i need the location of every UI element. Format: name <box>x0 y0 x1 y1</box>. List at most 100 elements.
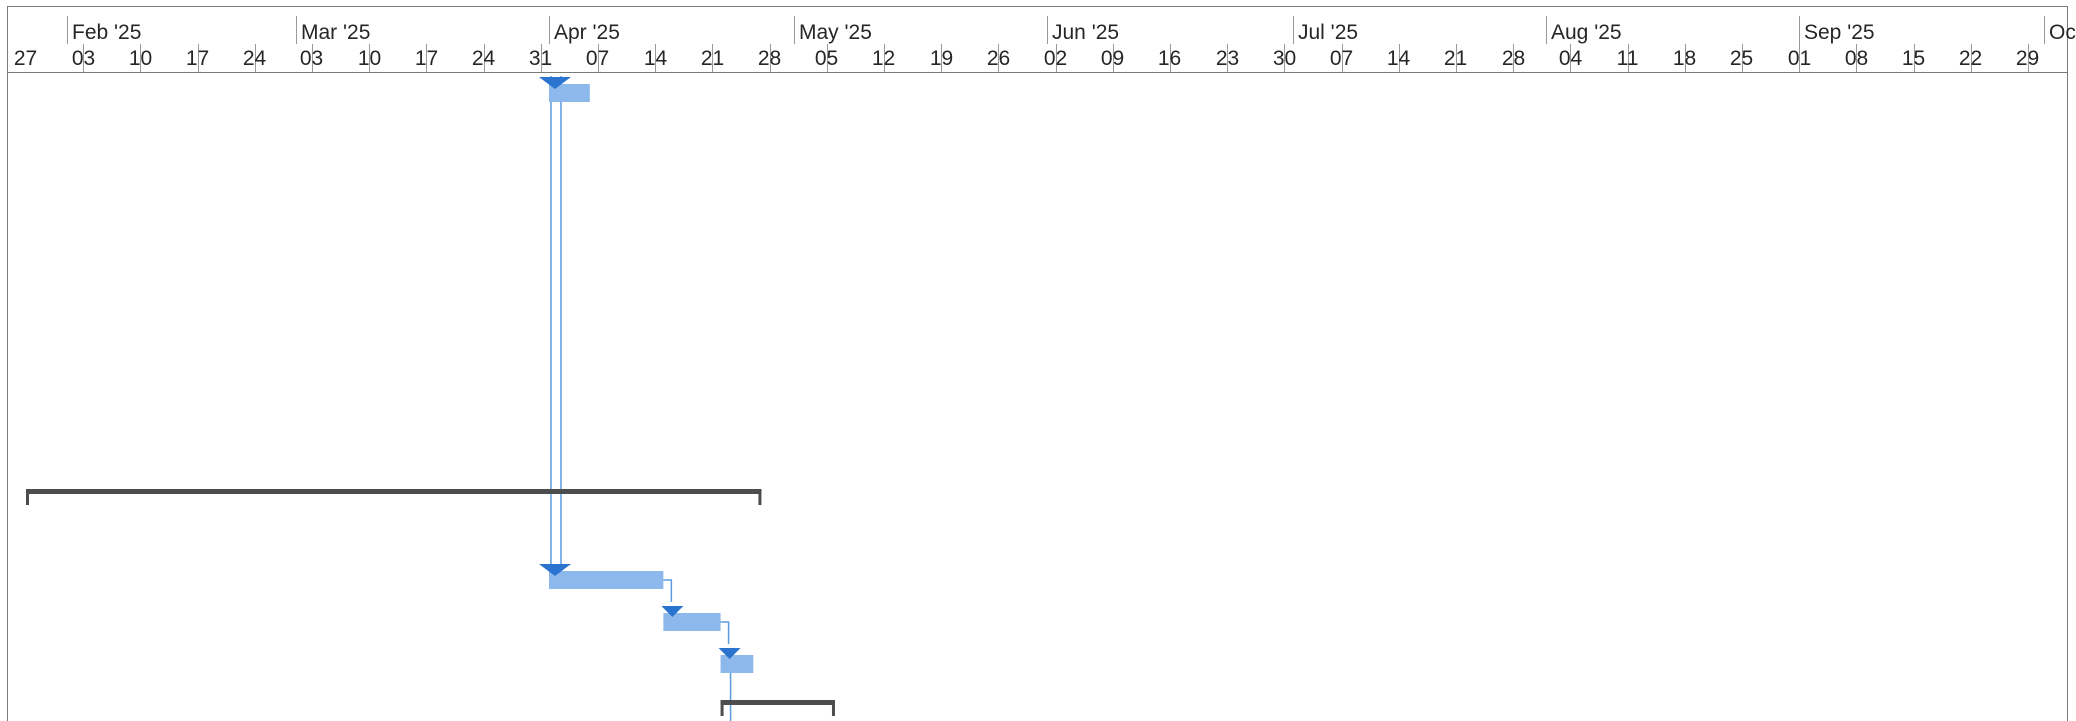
week-divider <box>1456 44 1457 72</box>
week-label: 14 <box>643 47 668 70</box>
summary-bar-start-cap <box>720 700 724 716</box>
week-label: 09 <box>1100 47 1125 70</box>
week-label: 28 <box>757 47 782 70</box>
week-divider <box>1628 44 1629 72</box>
week-label: 24 <box>471 47 496 70</box>
week-label: 25 <box>1729 47 1754 70</box>
week-divider <box>1799 44 1800 72</box>
week-label: 12 <box>871 47 896 70</box>
week-divider <box>426 44 427 72</box>
month-label: Sep '25 <box>1804 21 1875 44</box>
summary-bar-end-cap <box>758 489 762 505</box>
week-divider <box>140 44 141 72</box>
month-divider <box>1293 16 1294 44</box>
month-label: Oct <box>2049 21 2076 44</box>
week-divider <box>655 44 656 72</box>
week-divider <box>1856 44 1857 72</box>
week-divider <box>827 44 828 72</box>
week-divider <box>541 44 542 72</box>
week-label: 14 <box>1386 47 1411 70</box>
month-divider <box>1546 16 1547 44</box>
week-label: 30 <box>1272 47 1297 70</box>
week-divider <box>712 44 713 72</box>
week-divider <box>1113 44 1114 72</box>
week-divider <box>1056 44 1057 72</box>
month-divider <box>794 16 795 44</box>
week-label: 16 <box>1157 47 1182 70</box>
dependency-arrow-marker <box>718 648 741 659</box>
week-label: 18 <box>1672 47 1697 70</box>
week-divider <box>484 44 485 72</box>
week-label: 27 <box>13 47 38 70</box>
week-divider <box>1570 44 1571 72</box>
month-divider <box>296 16 297 44</box>
week-label: 29 <box>2015 47 2040 70</box>
dependency-link-line <box>720 621 730 644</box>
week-label: 11 <box>1616 47 1639 70</box>
week-label: 15 <box>1901 47 1926 70</box>
week-label: 08 <box>1844 47 1869 70</box>
summary-bar-end-cap <box>831 700 835 716</box>
week-divider <box>941 44 942 72</box>
summary-bar <box>26 489 762 494</box>
week-label: 19 <box>929 47 954 70</box>
week-divider <box>83 44 84 72</box>
week-label: 26 <box>986 47 1011 70</box>
week-label: 01 <box>1787 47 1812 70</box>
week-label: 28 <box>1501 47 1526 70</box>
summary-bar-start-cap <box>26 489 29 505</box>
week-label: 24 <box>242 47 267 70</box>
week-divider <box>1399 44 1400 72</box>
week-label: 23 <box>1215 47 1240 70</box>
week-label: 04 <box>1558 47 1583 70</box>
chart-frame-left <box>7 6 8 721</box>
month-divider <box>1799 16 1800 44</box>
week-label: 10 <box>357 47 382 70</box>
summary-bar <box>720 700 835 705</box>
week-divider <box>1170 44 1171 72</box>
task-bar <box>548 571 664 589</box>
week-divider <box>998 44 999 72</box>
week-divider <box>1342 44 1343 72</box>
week-label: 03 <box>299 47 324 70</box>
dependency-arrow-marker <box>661 606 684 617</box>
timescale-header-divider <box>7 72 2068 73</box>
week-label: 31 <box>528 47 553 70</box>
week-divider <box>884 44 885 72</box>
chart-frame-right <box>2067 6 2068 721</box>
dependency-arrow-marker <box>538 77 571 89</box>
month-divider <box>1047 16 1048 44</box>
month-divider <box>2044 16 2045 44</box>
dependency-arrow-marker <box>538 564 571 576</box>
week-divider <box>312 44 313 72</box>
chart-frame-top <box>7 6 2068 7</box>
month-label: May '25 <box>799 21 872 44</box>
week-label: 17 <box>414 47 439 70</box>
week-divider <box>1742 44 1743 72</box>
week-divider <box>1914 44 1915 72</box>
month-divider <box>67 16 68 44</box>
week-divider <box>1971 44 1972 72</box>
task-bar <box>663 613 721 631</box>
week-label: 21 <box>1443 47 1468 70</box>
month-label: Mar '25 <box>301 21 371 44</box>
week-divider <box>598 44 599 72</box>
week-label: 22 <box>1958 47 1983 70</box>
week-label: 07 <box>1329 47 1354 70</box>
week-label: 10 <box>128 47 153 70</box>
month-label: Feb '25 <box>72 21 142 44</box>
week-divider <box>1513 44 1514 72</box>
month-label: Jul '25 <box>1298 21 1359 44</box>
week-label: 17 <box>185 47 210 70</box>
week-divider <box>369 44 370 72</box>
month-divider <box>549 16 550 44</box>
month-label: Apr '25 <box>554 21 620 44</box>
month-label: Jun '25 <box>1052 21 1120 44</box>
week-divider <box>1227 44 1228 72</box>
week-label: 03 <box>71 47 96 70</box>
week-label: 02 <box>1043 47 1068 70</box>
week-label: 05 <box>814 47 839 70</box>
week-label: 21 <box>700 47 725 70</box>
